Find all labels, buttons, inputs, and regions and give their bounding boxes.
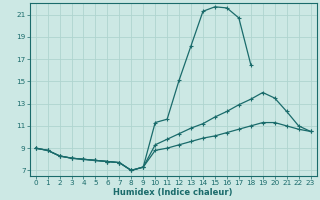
X-axis label: Humidex (Indice chaleur): Humidex (Indice chaleur) xyxy=(113,188,233,197)
